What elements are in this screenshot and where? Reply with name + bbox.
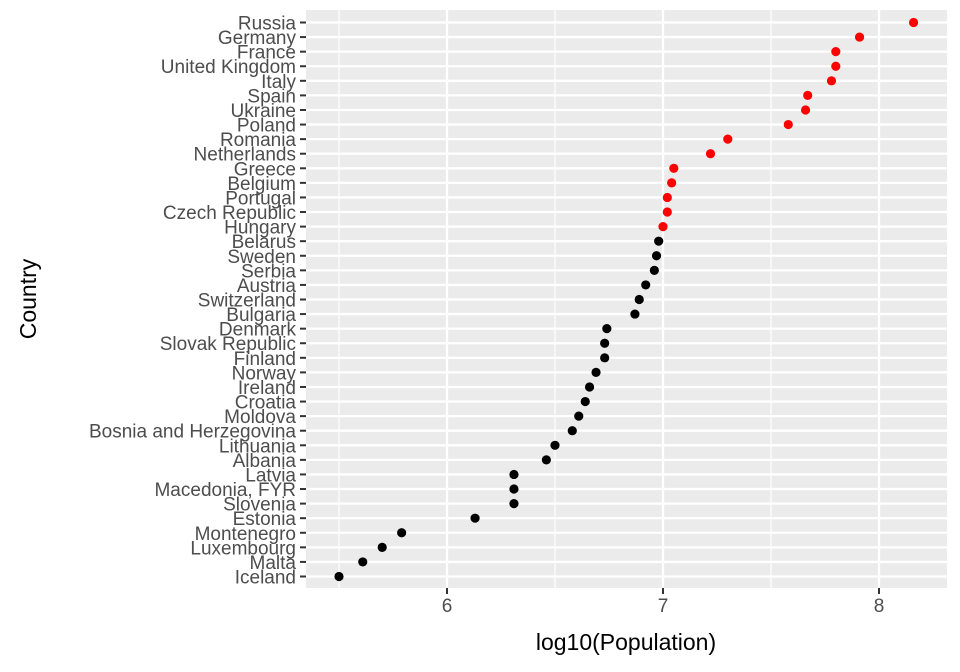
y-tick-label: Greece (234, 159, 296, 180)
y-tick-label: Albania (233, 451, 297, 472)
y-tick-label: Belgium (227, 174, 296, 195)
y-tick-label: Sweden (227, 247, 296, 268)
y-tick-label: Slovak Republic (160, 334, 296, 355)
data-point (470, 513, 480, 523)
data-point (509, 469, 519, 480)
y-tick-label: Russia (238, 14, 297, 35)
data-point (602, 324, 612, 334)
data-point (854, 32, 865, 42)
y-tick-label: Ukraine (231, 101, 296, 122)
x-tick-label: 8 (874, 596, 885, 617)
y-tick-label: Slovenia (223, 495, 296, 516)
y-tick-label: Norway (232, 363, 297, 384)
y-tick-label: Germany (218, 28, 297, 49)
y-tick-label: Serbia (241, 261, 296, 282)
data-point (662, 207, 672, 217)
data-point (567, 426, 577, 436)
grid-layer (306, 10, 947, 588)
y-axis-title: Country (15, 258, 41, 339)
y-tick-label: Finland (234, 349, 296, 370)
data-point (600, 353, 610, 363)
data-point (908, 17, 919, 28)
data-point (800, 105, 811, 115)
y-tick-label: Bulgaria (226, 305, 296, 326)
y-tick-label: Iceland (235, 568, 296, 589)
data-point (630, 309, 640, 319)
y-tick-label: Portugal (225, 188, 296, 209)
data-point (580, 396, 590, 407)
data-point (649, 265, 659, 275)
x-tick-label: 6 (442, 596, 453, 617)
y-tick-label: Switzerland (198, 291, 296, 312)
y-tick-label: Ireland (238, 378, 296, 399)
x-ticks-layer: 6 7 8 (442, 588, 885, 617)
y-ticks-layer: IcelandMaltaLuxembourgMontenegroEstoniaS… (89, 14, 306, 589)
y-tick-label: Estonia (233, 509, 297, 530)
y-tick-label: Luxembourg (190, 538, 296, 559)
data-point (783, 119, 793, 130)
y-tick-label: Spain (247, 86, 296, 107)
data-point (584, 382, 595, 392)
data-point (826, 76, 837, 86)
y-tick-label: Belarus (232, 232, 296, 253)
data-point (634, 294, 644, 305)
data-point (654, 236, 664, 246)
data-point (662, 192, 672, 203)
data-point (358, 557, 368, 567)
data-point (509, 484, 519, 494)
data-point (541, 455, 551, 465)
data-point (397, 528, 407, 538)
data-point (723, 134, 733, 144)
y-tick-label: Croatia (235, 393, 297, 414)
y-tick-label: Hungary (224, 218, 296, 239)
y-tick-label: Netherlands (194, 145, 296, 166)
y-tick-label: Montenegro (195, 524, 296, 545)
y-tick-label: Poland (237, 116, 296, 137)
y-tick-label: Italy (261, 72, 296, 93)
y-tick-label: Latvia (245, 465, 296, 486)
y-tick-label: Moldova (224, 407, 296, 428)
data-point (550, 440, 560, 450)
data-point (705, 149, 716, 159)
data-point (334, 571, 344, 582)
y-tick-label: Malta (250, 553, 297, 574)
data-point (803, 90, 813, 100)
points-layer (334, 17, 919, 582)
data-point (591, 367, 601, 377)
y-tick-label: Denmark (219, 320, 297, 341)
data-point (509, 499, 519, 509)
y-tick-label: Austria (237, 276, 297, 297)
data-point (658, 222, 668, 232)
data-point (600, 338, 610, 348)
y-tick-label: Romania (220, 130, 296, 151)
x-axis-title: log10(Population) (536, 629, 716, 655)
y-tick-label: Macedonia, FYR (154, 480, 296, 501)
data-point (831, 47, 841, 57)
data-point (574, 411, 584, 421)
y-tick-label: Czech Republic (163, 203, 296, 224)
y-tick-label: United Kingdom (161, 57, 296, 78)
data-point (641, 280, 651, 290)
data-point (377, 542, 387, 552)
data-point (831, 61, 841, 71)
y-tick-label: France (237, 43, 296, 64)
x-tick-label: 7 (658, 596, 669, 617)
y-tick-label: Bosnia and Herzegovina (89, 422, 296, 443)
data-point (669, 163, 679, 173)
y-tick-label: Lithuania (219, 436, 297, 457)
data-point (651, 251, 662, 261)
data-point (667, 178, 677, 188)
